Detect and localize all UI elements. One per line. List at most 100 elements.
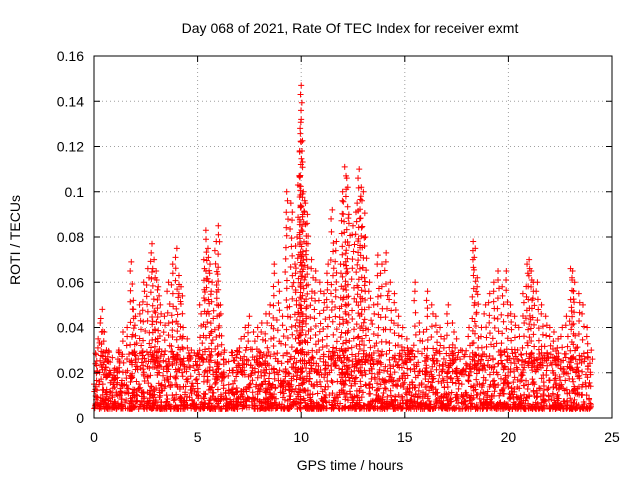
data-point bbox=[196, 355, 203, 362]
data-point bbox=[160, 405, 167, 412]
data-point bbox=[470, 387, 477, 394]
data-point bbox=[196, 371, 203, 378]
data-point bbox=[208, 340, 215, 347]
data-point bbox=[153, 267, 160, 274]
data-point bbox=[570, 341, 577, 348]
data-point bbox=[415, 387, 422, 394]
data-point bbox=[369, 384, 376, 391]
data-point bbox=[215, 231, 222, 238]
data-point bbox=[556, 373, 563, 380]
data-point bbox=[200, 294, 207, 301]
data-point bbox=[554, 344, 561, 351]
data-point bbox=[564, 390, 571, 397]
data-point bbox=[479, 403, 486, 410]
data-point bbox=[132, 359, 139, 366]
data-point bbox=[243, 397, 250, 404]
data-point bbox=[283, 285, 290, 292]
data-point bbox=[494, 405, 501, 412]
data-point bbox=[355, 257, 362, 264]
data-point bbox=[360, 350, 367, 357]
data-point bbox=[523, 394, 530, 401]
data-point bbox=[214, 343, 221, 350]
data-point bbox=[509, 391, 516, 398]
data-point bbox=[233, 373, 240, 380]
data-point bbox=[204, 245, 211, 252]
data-point bbox=[160, 372, 167, 379]
data-point bbox=[254, 324, 261, 331]
data-point bbox=[242, 347, 249, 354]
data-point bbox=[175, 365, 182, 372]
data-point bbox=[133, 340, 140, 347]
data-point bbox=[138, 399, 145, 406]
data-point bbox=[225, 372, 232, 379]
data-point bbox=[580, 323, 587, 330]
data-point bbox=[165, 332, 172, 339]
data-point bbox=[531, 321, 538, 328]
data-point bbox=[273, 395, 280, 402]
data-point bbox=[440, 355, 447, 362]
data-point bbox=[366, 279, 373, 286]
data-point bbox=[512, 322, 519, 329]
data-point bbox=[254, 353, 261, 360]
data-point bbox=[408, 379, 415, 386]
data-point bbox=[361, 358, 368, 365]
data-point bbox=[443, 373, 450, 380]
data-point bbox=[296, 404, 303, 411]
data-point bbox=[233, 384, 240, 391]
data-point bbox=[458, 381, 465, 388]
data-point bbox=[151, 326, 158, 333]
data-point bbox=[390, 377, 397, 384]
data-point bbox=[193, 391, 200, 398]
data-point bbox=[569, 267, 576, 274]
data-point bbox=[538, 399, 545, 406]
data-point bbox=[166, 300, 173, 307]
data-point bbox=[177, 323, 184, 330]
data-point bbox=[288, 235, 295, 242]
data-point bbox=[323, 296, 330, 303]
data-point bbox=[213, 295, 220, 302]
data-point bbox=[376, 369, 383, 376]
data-point bbox=[573, 345, 580, 352]
data-point bbox=[579, 310, 586, 317]
data-point bbox=[490, 288, 497, 295]
data-point bbox=[296, 216, 303, 223]
data-point bbox=[285, 216, 292, 223]
data-point bbox=[397, 402, 404, 409]
x-tick-label: 0 bbox=[90, 429, 98, 445]
data-point bbox=[452, 380, 459, 387]
data-point bbox=[123, 342, 130, 349]
data-point bbox=[273, 316, 280, 323]
data-point bbox=[169, 327, 176, 334]
data-point bbox=[535, 337, 542, 344]
data-point bbox=[511, 360, 518, 367]
data-point bbox=[290, 360, 297, 367]
data-point bbox=[494, 315, 501, 322]
data-point bbox=[127, 379, 134, 386]
data-point bbox=[160, 329, 167, 336]
data-point bbox=[161, 337, 168, 344]
data-point bbox=[285, 381, 292, 388]
data-point bbox=[297, 289, 304, 296]
data-point bbox=[144, 373, 151, 380]
data-point bbox=[359, 264, 366, 271]
data-point bbox=[383, 249, 390, 256]
data-point bbox=[452, 344, 459, 351]
data-point bbox=[440, 344, 447, 351]
data-point bbox=[267, 394, 274, 401]
data-point bbox=[148, 275, 155, 282]
data-point bbox=[441, 404, 448, 411]
data-point bbox=[144, 398, 151, 405]
data-point bbox=[182, 404, 189, 411]
data-point bbox=[564, 397, 571, 404]
data-point bbox=[96, 405, 103, 412]
data-point bbox=[403, 405, 410, 412]
data-point bbox=[102, 396, 109, 403]
data-point bbox=[545, 385, 552, 392]
data-point bbox=[499, 283, 506, 290]
data-point bbox=[499, 390, 506, 397]
data-point bbox=[449, 379, 456, 386]
data-point bbox=[178, 283, 185, 290]
data-point bbox=[217, 310, 224, 317]
data-point bbox=[317, 288, 324, 295]
data-point bbox=[346, 337, 353, 344]
